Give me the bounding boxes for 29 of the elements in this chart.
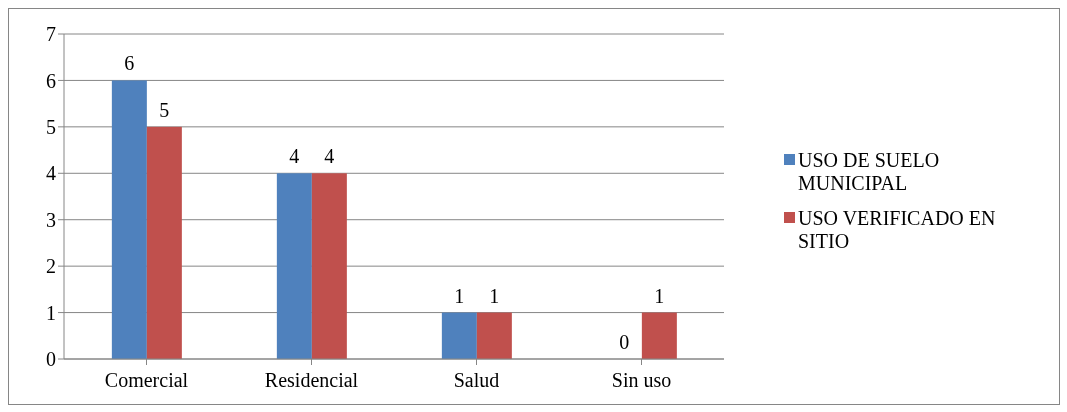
x-tick-label: Sin uso <box>611 369 672 392</box>
y-tick-label: 3 <box>46 208 56 231</box>
data-label: 6 <box>124 52 135 75</box>
y-tick-label: 4 <box>46 162 56 185</box>
y-tick-label: 0 <box>46 348 56 371</box>
x-tick-label: Salud <box>453 369 500 392</box>
data-label: 1 <box>454 284 465 307</box>
bar <box>641 312 677 359</box>
data-label: 1 <box>489 284 500 307</box>
y-tick-label: 7 <box>46 23 56 46</box>
legend-label: USO VERIFICADO EN SITIO <box>798 206 997 253</box>
data-label: 1 <box>654 284 665 307</box>
data-label: 0 <box>619 331 630 353</box>
data-label: 4 <box>289 145 300 168</box>
y-tick-label: 5 <box>46 115 56 138</box>
x-tick-label: Comercial <box>104 369 189 392</box>
legend-label: USO DE SUELO MUNICIPAL <box>798 148 941 195</box>
data-label: 4 <box>324 145 335 168</box>
bar <box>476 312 512 359</box>
bar <box>146 126 182 359</box>
y-tick-label: 6 <box>46 69 56 92</box>
y-tick-label: 1 <box>46 301 56 324</box>
bar <box>111 80 147 359</box>
y-tick-label: 2 <box>46 255 56 278</box>
bar <box>276 173 312 359</box>
x-tick-label: Residencial <box>264 369 359 392</box>
bar <box>441 312 477 359</box>
data-label: 5 <box>159 98 170 121</box>
bar <box>311 173 347 359</box>
